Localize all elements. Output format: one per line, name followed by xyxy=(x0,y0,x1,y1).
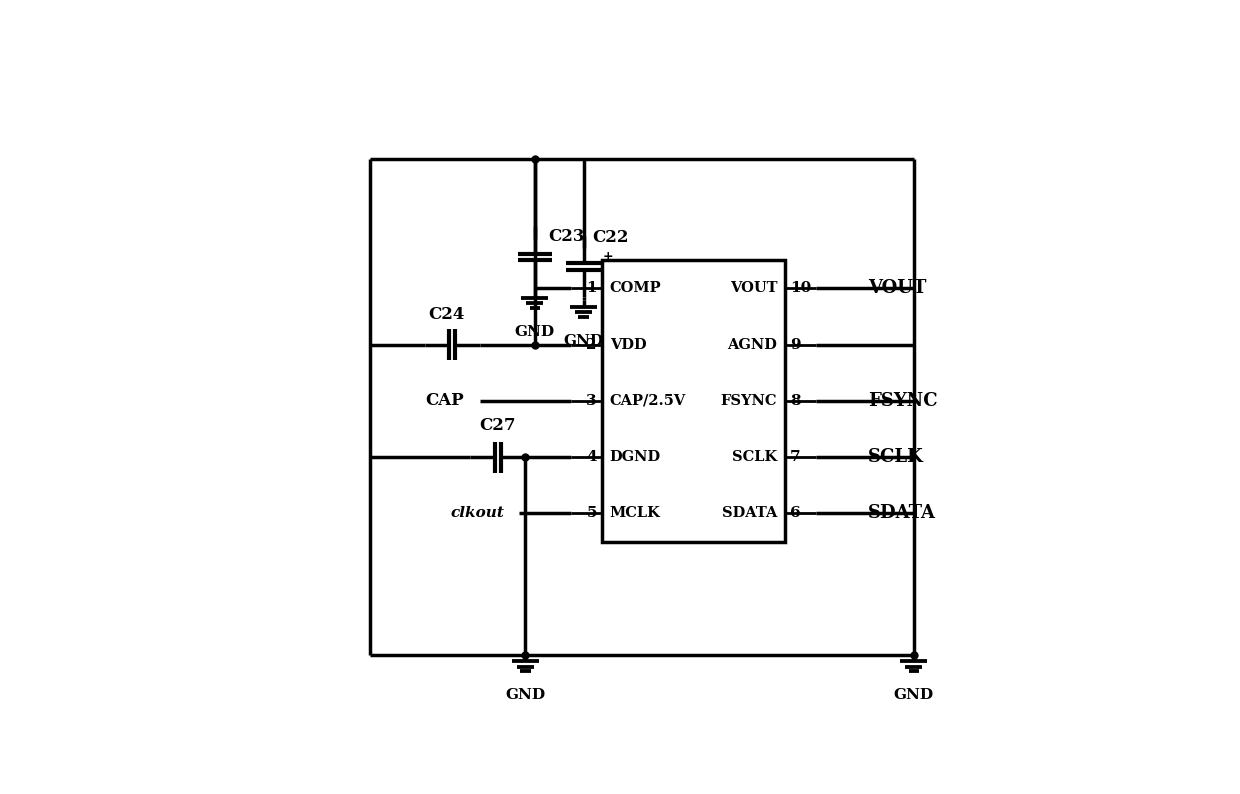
Text: 9: 9 xyxy=(790,337,801,352)
Text: VOUT: VOUT xyxy=(868,279,926,298)
Text: 6: 6 xyxy=(790,507,801,520)
Text: 5: 5 xyxy=(587,507,596,520)
Text: VOUT: VOUT xyxy=(730,282,777,295)
Text: SCLK: SCLK xyxy=(732,450,777,464)
Text: C22: C22 xyxy=(591,229,629,245)
Text: FSYNC: FSYNC xyxy=(868,392,937,410)
Text: GND: GND xyxy=(563,334,604,348)
Text: MCLK: MCLK xyxy=(610,507,661,520)
Text: 8: 8 xyxy=(790,394,801,408)
Text: GND: GND xyxy=(515,325,554,339)
Text: 4: 4 xyxy=(587,450,596,464)
Text: SDATA: SDATA xyxy=(868,504,936,522)
Text: CAP/2.5V: CAP/2.5V xyxy=(610,394,686,408)
Text: C24: C24 xyxy=(428,306,464,323)
Text: +: + xyxy=(603,249,613,263)
Text: SDATA: SDATA xyxy=(722,507,777,520)
Text: GND: GND xyxy=(506,688,546,703)
Text: GND: GND xyxy=(894,688,934,703)
Text: DGND: DGND xyxy=(610,450,661,464)
Text: 7: 7 xyxy=(790,450,801,464)
Text: 10: 10 xyxy=(790,282,811,295)
Text: SCLK: SCLK xyxy=(868,449,924,466)
Text: C27: C27 xyxy=(480,418,516,434)
Text: CAP: CAP xyxy=(425,392,464,410)
Text: 1: 1 xyxy=(587,282,596,295)
Text: FSYNC: FSYNC xyxy=(720,394,777,408)
Text: 2: 2 xyxy=(587,337,596,352)
Text: 3: 3 xyxy=(587,394,596,408)
Text: COMP: COMP xyxy=(610,282,661,295)
Text: C23: C23 xyxy=(548,228,584,245)
Bar xyxy=(601,260,785,542)
Text: clkout: clkout xyxy=(450,507,503,520)
Text: AGND: AGND xyxy=(728,337,777,352)
Text: VDD: VDD xyxy=(610,337,646,352)
